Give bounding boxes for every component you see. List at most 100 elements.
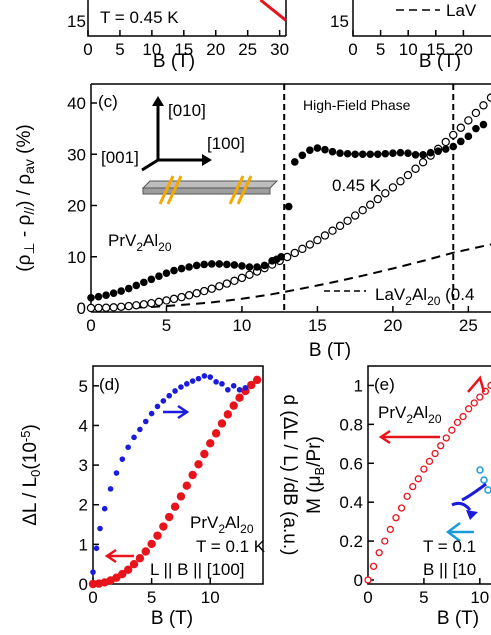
panel-d-right-axis-label: d (ΔL / L) /dB (a.u.) — [279, 395, 300, 556]
derivative-point — [236, 386, 243, 393]
strain-point — [223, 410, 233, 419]
open-circle-point — [245, 270, 254, 279]
panel-c: 0 5 10 15 20 25 0 10 20 30 40 (c) High-Field Phase… — [14, 83, 491, 361]
open-circle-point — [411, 164, 420, 173]
strain-point — [211, 429, 221, 438]
open-circle-point — [335, 221, 345, 231]
open-circle-point — [381, 189, 390, 198]
strain-point — [170, 502, 180, 511]
magnetization-point — [442, 434, 450, 442]
panel-e-red-open-arrow — [467, 375, 486, 393]
open-circle-point — [320, 231, 330, 240]
filled-circle-point — [230, 261, 239, 269]
magnetization-point — [403, 492, 411, 500]
panel-d-x-axis-label: B (T) — [151, 608, 193, 629]
open-circle-point — [162, 296, 171, 305]
axis-001-label: [001] — [101, 148, 139, 167]
top-right-xtick-label: 20 — [454, 40, 473, 59]
filled-circle-point — [277, 252, 285, 261]
open-circle-point — [328, 226, 337, 235]
filled-circle-point — [306, 146, 314, 154]
derivative-point — [137, 426, 143, 433]
open-circle-point — [479, 101, 488, 110]
strain-point — [200, 449, 209, 459]
filled-circle-point — [381, 149, 390, 158]
panel-e-xtick-label: 5 — [419, 588, 428, 607]
magnetization-point — [425, 457, 434, 465]
magnetization-point — [437, 442, 445, 450]
blue-arrow — [163, 404, 190, 420]
panel-d-ytick-label: 2 — [79, 496, 88, 515]
filled-circle-point — [140, 278, 148, 287]
strain-point — [159, 522, 168, 531]
filled-circle-point — [389, 149, 397, 158]
filled-circle-point — [358, 150, 367, 159]
red-arrow — [104, 548, 134, 564]
open-circle-point — [184, 291, 194, 300]
filled-circle-point — [155, 272, 163, 281]
filled-circle-point — [464, 132, 473, 141]
derivative-point — [178, 384, 184, 390]
panel-c-xtick-label: 10 — [232, 316, 251, 335]
panel-d: 0 5 10 0 1 2 3 4 5 (d) PrV2Al20 T = 0.1 K L || B… — [18, 365, 300, 629]
panel-d-orientation-label: L || B || [100] — [150, 560, 245, 579]
filled-circle-point — [132, 281, 141, 290]
filled-circle-point — [253, 263, 261, 271]
filled-circle-point — [94, 292, 103, 301]
magnetization-point — [369, 562, 378, 571]
panel-c-label: (c) — [98, 92, 118, 111]
panel-d-label: (d) — [99, 375, 120, 394]
panel-e-blue-markers — [451, 466, 491, 520]
strain-point — [176, 492, 186, 501]
panel-d-ytick-label: 0 — [79, 575, 88, 594]
filled-circle-point — [472, 124, 480, 133]
magnetization-point — [364, 576, 372, 584]
filled-circle-point — [351, 150, 359, 159]
panel-c-ytick-label: 0 — [77, 299, 86, 318]
open-circle-point — [177, 292, 186, 302]
strain-point — [147, 539, 156, 549]
top-left-temperature-annotation: T = 0.45 K — [100, 8, 179, 27]
open-circle-point — [169, 294, 179, 304]
panel-e-ytick-label: 0.2 — [339, 532, 363, 551]
top-left-xtick-label: 0 — [83, 40, 92, 59]
filled-circle-point — [449, 142, 458, 151]
panel-e-xtick-label: 10 — [470, 588, 489, 607]
panel-d-xtick-label: 5 — [147, 588, 156, 607]
filled-circle-point — [411, 150, 420, 159]
panel-c-ytick-label: 30 — [67, 145, 86, 164]
derivative-point — [90, 569, 96, 575]
open-circle-point — [464, 116, 473, 125]
derivative-point — [119, 456, 126, 462]
panel-c-xtick-label: 15 — [308, 316, 327, 335]
filled-circle-point — [245, 263, 254, 271]
crystal-axes-diagram: [010] [100] [001] — [101, 96, 245, 172]
filled-circle-point — [328, 147, 337, 156]
filled-circle-point — [366, 150, 375, 159]
filled-circle-point — [343, 149, 352, 158]
filled-circle-point — [170, 266, 178, 275]
panel-e-ytick-label: 0.4 — [339, 493, 363, 512]
open-circle-point — [200, 286, 209, 296]
magnetization-point — [453, 418, 462, 427]
panel-e-label: (e) — [374, 375, 395, 394]
top-left-ytick-15: 15 — [67, 12, 86, 31]
open-circle-point — [313, 235, 322, 245]
open-circle-point — [388, 183, 398, 192]
filled-circle-point — [336, 149, 344, 158]
derivative-point — [183, 381, 190, 387]
open-circle-point — [132, 301, 141, 310]
strain-point — [194, 460, 203, 469]
magnetization-point — [470, 399, 478, 407]
open-circle-point — [101, 303, 111, 312]
temperature-label: 0.45 K — [332, 176, 382, 195]
derivative-point — [148, 410, 155, 417]
derivative-point — [230, 383, 237, 389]
open-circle-point — [366, 200, 375, 209]
derivative-point — [113, 470, 120, 476]
open-circle-point — [86, 303, 96, 313]
filled-circle-point — [124, 284, 133, 293]
filled-circle-point — [207, 260, 216, 268]
panel-e-orientation-label: B || [10 — [423, 560, 476, 579]
